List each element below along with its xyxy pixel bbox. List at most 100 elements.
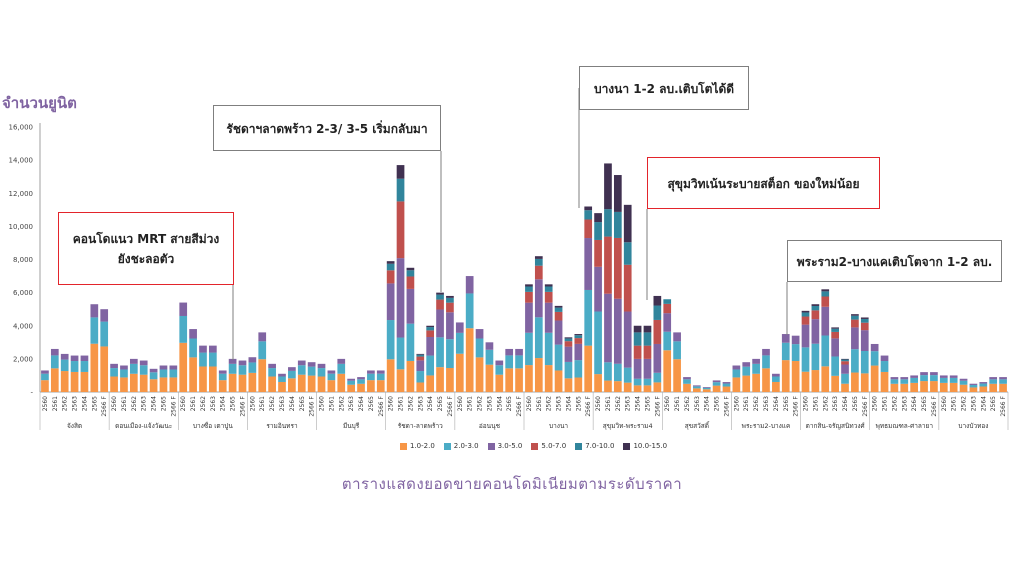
bar-segment — [653, 343, 662, 373]
bar-segment — [386, 320, 395, 360]
bar-segment — [426, 330, 435, 338]
callout-sukhumvit: สุขุมวิทเน้นระบายสต็อก ของใหม่น้อย — [647, 157, 880, 209]
bar-segment — [821, 366, 830, 392]
bar-segment — [633, 345, 642, 359]
bar-segment — [396, 178, 405, 202]
x-tick-label: 2562 — [407, 396, 414, 411]
bar-segment — [890, 379, 899, 384]
bar-segment — [120, 365, 128, 370]
bar-segment — [534, 317, 543, 359]
x-tick-label: 2565 — [299, 396, 306, 411]
x-tick-label: 2563 — [763, 396, 770, 411]
x-tick-label: 2565 — [437, 396, 444, 411]
bar-segment — [623, 367, 632, 383]
bar-segment — [455, 332, 464, 354]
bar-segment — [781, 342, 790, 361]
bar-segment — [179, 302, 188, 316]
bar-segment — [594, 374, 602, 392]
bar-segment — [258, 332, 267, 342]
bar-segment — [811, 305, 820, 311]
bar-segment — [209, 366, 217, 392]
bar-segment — [762, 355, 770, 369]
bar-segment — [426, 325, 435, 328]
bar-segment — [376, 370, 385, 374]
bar-segment — [613, 298, 622, 364]
x-tick-label: 2561 — [951, 396, 958, 411]
x-tick-label: 2560 — [733, 396, 740, 411]
bar-segment — [821, 335, 830, 367]
x-tick-label: 2562 — [961, 396, 968, 411]
bar-segment — [831, 331, 839, 339]
bar-segment — [791, 335, 800, 345]
bar-segment — [120, 377, 128, 392]
bar-segment — [534, 358, 543, 392]
bar-segment — [712, 382, 721, 386]
bar-segment — [554, 311, 563, 321]
bar-segment — [564, 341, 573, 347]
bar-segment — [821, 291, 830, 297]
bar-segment — [416, 382, 425, 392]
legend-swatch — [623, 442, 631, 450]
bar-segment — [880, 361, 889, 372]
bar-segment — [702, 387, 711, 390]
bar-segment — [811, 343, 820, 371]
x-tick-label: 2560 — [319, 396, 326, 411]
x-tick-label: 2560 — [941, 396, 948, 411]
bar-segment — [851, 319, 859, 328]
bar-segment — [920, 375, 928, 382]
legend-item: 3.0-5.0 — [487, 442, 522, 450]
bar-segment — [673, 332, 681, 342]
bar-segment — [574, 338, 583, 344]
x-tick-label: 2566 F — [723, 395, 730, 416]
bar-segment — [179, 315, 188, 343]
x-tick-label: 2560 — [457, 396, 464, 411]
bar-segment — [999, 383, 1007, 392]
x-tick-label: 2566 F — [585, 395, 592, 416]
bar-segment — [623, 382, 632, 392]
x-tick-label: 2566 F — [931, 395, 938, 416]
bar-segment — [851, 327, 859, 350]
bar-segment — [594, 266, 602, 312]
y-tick-label: 2,000 — [13, 355, 33, 363]
bar-segment — [969, 384, 978, 388]
bar-segment — [436, 367, 444, 392]
x-tick-label: 2562 — [131, 396, 138, 411]
bar-segment — [248, 372, 257, 392]
y-tick-label: 10,000 — [9, 223, 34, 231]
location-label: อ่อนนุช — [479, 422, 501, 430]
bar-segment — [525, 286, 533, 292]
x-tick-label: 2560 — [111, 396, 118, 411]
bar-segment — [633, 332, 642, 346]
callout-ratchada: รัชดาฯลาดพร้าว 2-3/ 3-5 เริ่มกลับมา — [213, 105, 441, 151]
bar-segment — [288, 378, 296, 392]
bar-segment — [505, 355, 514, 369]
bar-segment — [396, 165, 405, 179]
bar-segment — [218, 380, 227, 392]
bar-segment — [554, 370, 563, 392]
bar-segment — [801, 347, 810, 372]
bar-segment — [41, 380, 49, 392]
x-tick-label: 2565 — [160, 396, 167, 411]
bar-segment — [732, 377, 741, 392]
bar-segment — [554, 344, 563, 371]
bar-segment — [870, 351, 879, 366]
bar-segment — [811, 310, 820, 320]
x-tick-label: 2565 — [575, 396, 582, 411]
location-label: จังสิต — [67, 422, 82, 430]
bar-segment — [534, 279, 543, 318]
bar-segment — [60, 359, 69, 372]
bar-segment — [722, 382, 731, 384]
bar-segment — [653, 319, 662, 344]
bar-segment — [386, 261, 395, 264]
bar-segment — [209, 345, 217, 353]
bar-segment — [623, 204, 632, 243]
x-tick-label: 2560 — [180, 396, 187, 411]
bar-segment — [525, 284, 533, 287]
x-tick-label: 2563 — [417, 396, 424, 411]
y-axis-label: จำนวนยูนิต — [2, 94, 77, 112]
bar-segment — [525, 365, 533, 392]
bar-segment — [584, 206, 593, 211]
y-tick-label: 8,000 — [13, 256, 33, 264]
bar-segment — [791, 344, 800, 362]
bar-segment — [139, 365, 148, 375]
